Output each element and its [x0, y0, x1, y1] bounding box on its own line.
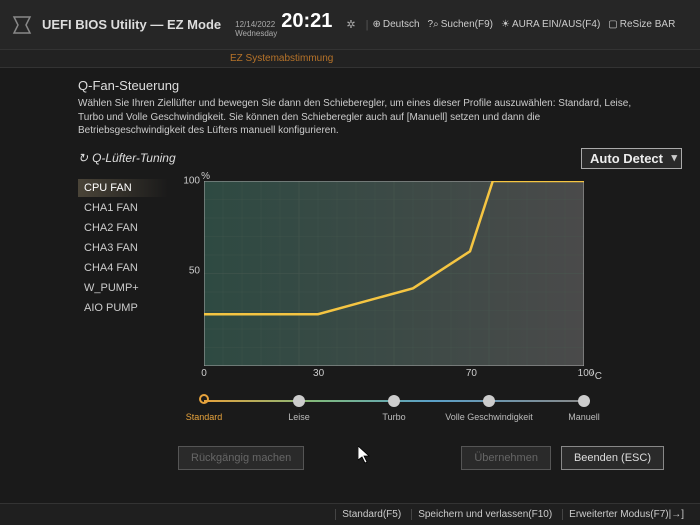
globe-icon: ⊕ [372, 19, 380, 30]
fan-item-cpu[interactable]: CPU FAN [78, 179, 168, 197]
x-unit: °C [591, 371, 602, 382]
slider-label-full: Volle Geschwindigkeit [445, 412, 533, 422]
search-icon: ?⌕ [428, 19, 439, 30]
content-area: Q-Fan-Steuerung Wählen Sie Ihren Ziellüf… [0, 68, 700, 470]
top-bar: UEFI BIOS Utility — EZ Mode 12/14/2022 W… [0, 0, 700, 50]
footer-advanced[interactable]: Erweiterter Modus(F7)|→] [562, 509, 690, 520]
footer-default[interactable]: Standard(F5) [335, 509, 407, 520]
y-tick-50: 50 [189, 265, 200, 276]
y-axis: % 100 50 [176, 173, 204, 368]
top-links: ⊕Deutsch ?⌕Suchen(F9) ☀AURA EIN/AUS(F4) … [372, 19, 675, 30]
profile-slider[interactable]: Standard Leise Turbo Volle Geschwindigke… [204, 392, 584, 422]
x-axis: 0 30 70 100 °C [204, 368, 586, 382]
x-tick-0: 0 [201, 368, 207, 379]
resize-icon: ▢ [608, 19, 617, 30]
slider-stop-leise[interactable] [293, 395, 305, 407]
footer-bar: Standard(F5) Speichern und verlassen(F10… [0, 503, 700, 525]
button-row: Rückgängig machen Übernehmen Beenden (ES… [78, 446, 664, 470]
footer-save-exit[interactable]: Speichern und verlassen(F10) [411, 509, 558, 520]
fan-item-cha3[interactable]: CHA3 FAN [78, 239, 168, 257]
aura-icon: ☀ [501, 19, 510, 30]
tuning-label[interactable]: ↻ Q-Lüfter-Tuning [78, 151, 176, 165]
day-text: Wednesday [235, 30, 277, 39]
datetime-block: 12/14/2022 Wednesday 20:21 [235, 10, 332, 39]
gear-icon[interactable]: ✲ [346, 18, 355, 31]
chart-area: % 100 50 0 30 70 100 °C Standard Lei [176, 173, 682, 422]
bios-title: UEFI BIOS Utility — EZ Mode [42, 17, 221, 32]
x-tick-30: 30 [313, 368, 324, 379]
fan-item-aio[interactable]: AIO PUMP [78, 299, 168, 317]
refresh-icon: ↻ [78, 151, 88, 165]
fan-item-cha2[interactable]: CHA2 FAN [78, 219, 168, 237]
apply-button[interactable]: Übernehmen [461, 446, 551, 470]
undo-button[interactable]: Rückgängig machen [178, 446, 304, 470]
slider-label-standard: Standard [186, 412, 223, 422]
language-link[interactable]: ⊕Deutsch [372, 19, 419, 30]
slider-stop-manual[interactable] [578, 395, 590, 407]
chart-svg [204, 181, 584, 366]
slider-stop-standard[interactable] [199, 394, 209, 404]
exit-button[interactable]: Beenden (ESC) [561, 446, 664, 470]
tab-strip: EZ Systemabstimmung [0, 50, 700, 68]
fan-item-cha4[interactable]: CHA4 FAN [78, 259, 168, 277]
slider-label-turbo: Turbo [382, 412, 405, 422]
slider-label-manual: Manuell [568, 412, 600, 422]
brand-logo-icon [10, 13, 34, 37]
slider-stop-turbo[interactable] [388, 395, 400, 407]
fan-list: CPU FAN CHA1 FAN CHA2 FAN CHA3 FAN CHA4 … [78, 179, 168, 422]
fan-item-wpump[interactable]: W_PUMP+ [78, 279, 168, 297]
divider: | [366, 19, 369, 31]
search-link[interactable]: ?⌕Suchen(F9) [428, 19, 493, 30]
slider-stop-full[interactable] [483, 395, 495, 407]
resize-bar-link[interactable]: ▢ReSize BAR [608, 19, 675, 30]
section-description: Wählen Sie Ihren Ziellüfter und bewegen … [78, 97, 638, 138]
fan-item-cha1[interactable]: CHA1 FAN [78, 199, 168, 217]
section-title: Q-Fan-Steuerung [78, 78, 682, 93]
y-tick-100: 100 [183, 175, 200, 186]
mode-dropdown[interactable]: Auto Detect [581, 148, 682, 169]
tab-ez-tuning[interactable]: EZ Systemabstimmung [230, 53, 333, 64]
aura-link[interactable]: ☀AURA EIN/AUS(F4) [501, 19, 600, 30]
x-tick-70: 70 [466, 368, 477, 379]
clock-text: 20:21 [281, 10, 332, 33]
fan-curve-chart[interactable]: % 100 50 0 30 70 100 °C [176, 173, 586, 368]
slider-label-leise: Leise [288, 412, 310, 422]
